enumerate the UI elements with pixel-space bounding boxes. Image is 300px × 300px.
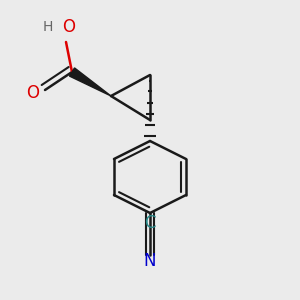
Text: C: C [144, 214, 156, 232]
Text: H: H [43, 20, 53, 34]
Polygon shape [70, 68, 111, 96]
Text: N: N [144, 252, 156, 270]
Text: O: O [26, 84, 40, 102]
Text: O: O [62, 18, 76, 36]
